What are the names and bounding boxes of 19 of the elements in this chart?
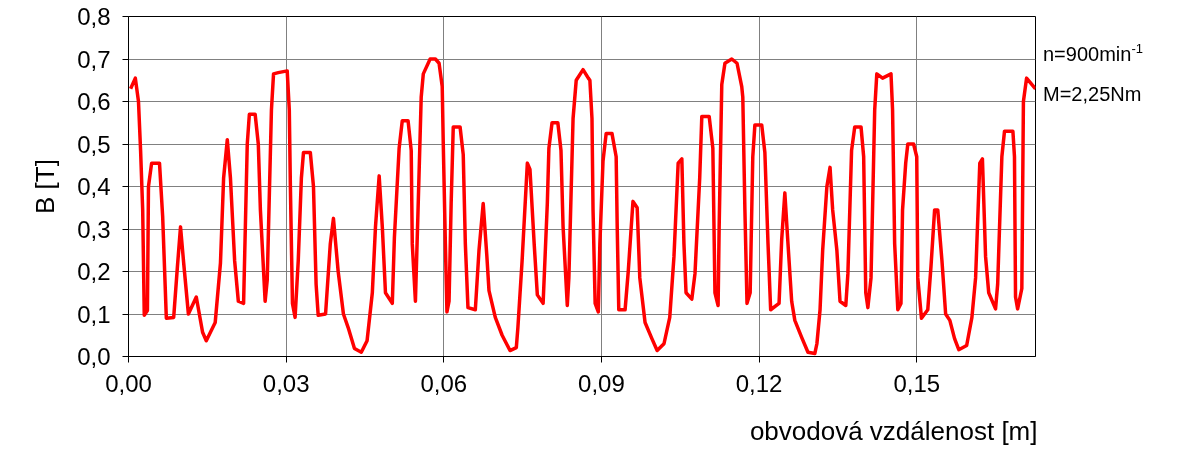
text: M=2,25Nm [1043, 81, 1143, 106]
y-tick-label: 0,1 [77, 300, 111, 328]
y-tick-label: 0,8 [77, 3, 111, 30]
x-tick-label: 0,03 [262, 369, 310, 397]
x-tick-label: 0,15 [893, 369, 941, 397]
y-tick-label: 0,2 [77, 258, 111, 285]
x-tick-label: 0,12 [735, 369, 783, 397]
y-tick-label: 0,7 [77, 45, 111, 73]
x-tick-label: 0,09 [578, 369, 625, 397]
y-tick-label: 0,5 [77, 130, 111, 158]
x-tick-label: 0,06 [420, 369, 468, 397]
y-tick-label: 0,6 [77, 88, 111, 115]
y-tick-label: 0,4 [77, 173, 111, 200]
x-axis-title: obvodová vzdálenost [m] [749, 415, 1038, 446]
x-tick-label: 0,00 [105, 369, 152, 397]
y-axis-title: B [T] [30, 159, 61, 214]
y-tick-label: 0,0 [77, 343, 111, 370]
y-tick-label: 0,3 [77, 215, 111, 243]
text: n=900min$^{-1}$ [1043, 40, 1143, 66]
